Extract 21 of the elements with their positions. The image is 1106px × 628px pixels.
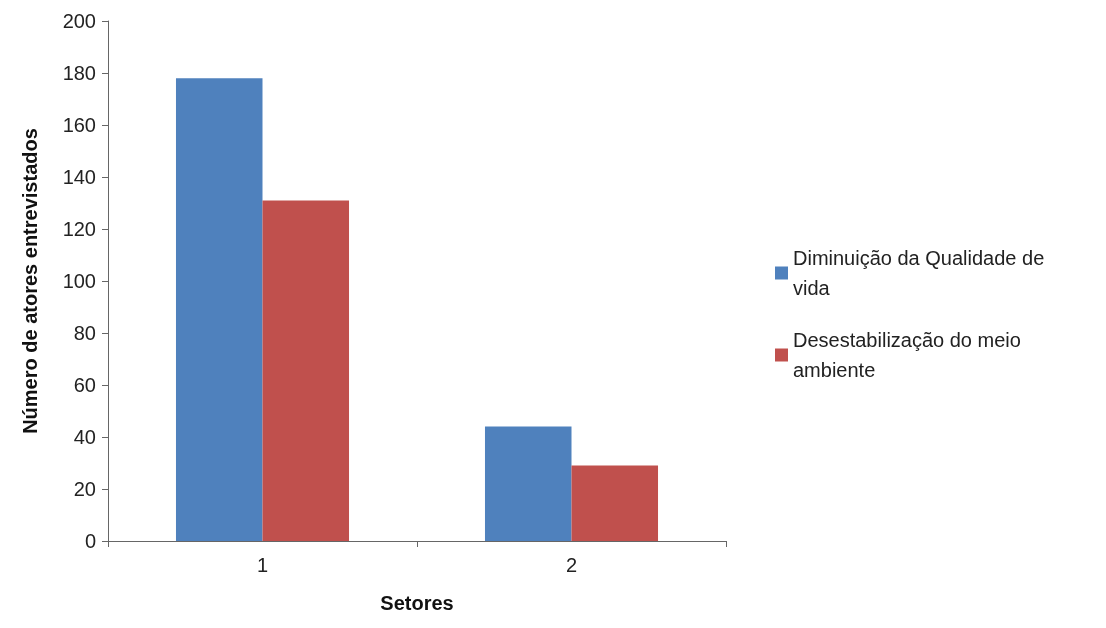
- y-tick-label: 200: [62, 10, 96, 32]
- y-tick-label: 180: [62, 62, 96, 84]
- bar: [571, 465, 659, 541]
- bar: [175, 78, 263, 541]
- x-tick-label: 1: [256, 554, 269, 576]
- y-tick-label: 60: [73, 374, 96, 396]
- bar: [484, 426, 572, 541]
- y-tick-label: 80: [73, 322, 96, 344]
- y-tick-label: 140: [62, 166, 96, 188]
- y-tick-label: 100: [62, 270, 96, 292]
- x-tick-label: 2: [565, 554, 578, 576]
- y-tick-label: 40: [73, 426, 96, 448]
- y-axis-title: Número de atores entrevistados: [19, 128, 41, 434]
- bar: [262, 200, 350, 541]
- y-tick-label: 0: [84, 530, 96, 552]
- legend-label: Diminuição da Qualidade de vida: [793, 247, 1050, 299]
- y-tick-label: 160: [62, 114, 96, 136]
- y-tick-label: 120: [62, 218, 96, 240]
- x-axis-title: Setores: [380, 592, 454, 614]
- y-tick-label: 20: [73, 478, 96, 500]
- legend-label: Desestabilização do meio ambiente: [793, 329, 1027, 381]
